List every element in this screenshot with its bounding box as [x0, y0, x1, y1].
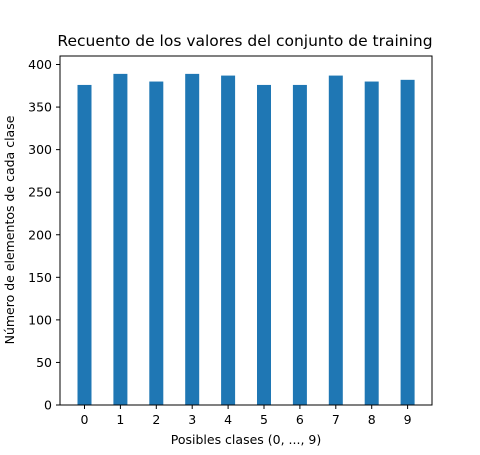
y-tick-label: 300	[28, 142, 52, 157]
bars-group	[77, 73, 415, 405]
bar-7	[328, 75, 343, 405]
x-axis-ticks: 0 1 2 3 4 5 6 7 8 9	[81, 405, 412, 427]
y-axis-ticks: 0 50 100 150 200 250 300 350 400	[28, 57, 60, 413]
x-tick-label: 7	[332, 412, 340, 427]
x-tick-label: 6	[296, 412, 304, 427]
bar-3	[185, 73, 200, 405]
bar-5	[257, 84, 271, 405]
x-tick-label: 1	[116, 412, 124, 427]
bar-4	[221, 75, 236, 405]
bar-0	[77, 84, 92, 405]
y-axis-label: Número de elementos de cada clase	[2, 115, 17, 344]
x-tick-label: 0	[81, 412, 89, 427]
x-tick-label: 9	[404, 412, 412, 427]
plot-frame	[59, 55, 433, 406]
bar-1	[113, 73, 128, 405]
y-tick-label: 350	[28, 100, 52, 115]
x-tick-label: 5	[260, 412, 268, 427]
y-tick-label: 100	[28, 312, 52, 327]
chart-title: Recuento de los valores del conjunto de …	[57, 32, 432, 50]
y-tick-label: 50	[36, 355, 52, 370]
y-tick-label: 250	[28, 185, 52, 200]
bar-8	[364, 81, 379, 405]
bar-9	[400, 79, 415, 405]
x-axis-label: Posibles clases (0, ..., 9)	[171, 432, 321, 447]
bar-2	[149, 81, 164, 405]
x-tick-label: 2	[152, 412, 160, 427]
y-tick-label: 200	[28, 227, 52, 242]
x-tick-label: 8	[368, 412, 376, 427]
y-tick-label: 150	[28, 270, 52, 285]
bar-6	[292, 84, 307, 405]
x-tick-label: 4	[224, 412, 232, 427]
x-tick-label: 3	[188, 412, 196, 427]
y-tick-label: 0	[44, 398, 52, 413]
y-tick-label: 400	[28, 57, 52, 72]
